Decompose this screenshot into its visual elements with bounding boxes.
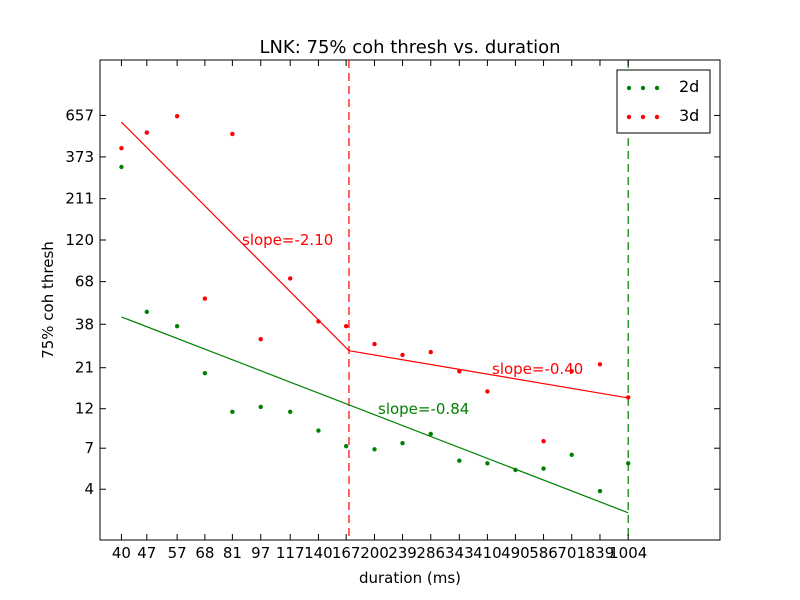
- legend-marker-2d: [654, 85, 660, 91]
- legend: 2d 3d: [616, 69, 711, 134]
- plot-layer: slope=-0.84 slope=-2.10 slope=-0.40: [119, 60, 631, 540]
- data-point-2d: [202, 370, 208, 376]
- data-point-2d: [541, 466, 546, 471]
- data-point-3d: [316, 319, 321, 324]
- data-point-3d: [202, 296, 208, 301]
- plot-area: [99, 59, 721, 541]
- legend-marker-2d: [640, 85, 646, 91]
- y-tick-label: 4: [84, 480, 94, 498]
- x-tick-label: 490: [501, 544, 530, 562]
- x-tick-label: 286: [416, 544, 445, 562]
- x-tick-label: 117: [276, 544, 305, 562]
- legend-marker-3d: [654, 114, 660, 120]
- fit-line-2d: [121, 316, 629, 514]
- data-point-3d: [569, 369, 574, 374]
- legend-box: [616, 69, 711, 134]
- y-tick-label: 21: [75, 359, 94, 377]
- data-point-2d: [119, 164, 124, 170]
- data-point-2d: [569, 452, 574, 457]
- x-axis-label: duration (ms): [359, 569, 461, 587]
- x-tick-label: 239: [388, 544, 417, 562]
- x-tick-label: 81: [223, 544, 242, 562]
- legend-markers: [626, 85, 660, 120]
- legend-marker-3d: [640, 114, 646, 120]
- data-point-2d: [288, 409, 293, 415]
- fit-line-3d: [121, 121, 350, 352]
- x-tick-label: 68: [195, 544, 214, 562]
- data-point-2d: [457, 458, 462, 463]
- data-point-2d: [258, 404, 263, 410]
- data-point-3d: [400, 352, 405, 358]
- data-point-2d: [428, 431, 433, 437]
- data-point-2d: [485, 461, 490, 466]
- x-tick-label: 57: [168, 544, 187, 562]
- x-tick-label: 1004: [609, 544, 647, 562]
- data-point-2d: [174, 324, 180, 329]
- ticks-layer: 40 47 57 68 81 97 117 140 167 200 239 286 343 410 490 5…: [65, 60, 720, 562]
- x-tick-label: 410: [473, 544, 502, 562]
- data-point-3d: [626, 395, 631, 400]
- y-tick-label: 7: [84, 439, 94, 457]
- y-tick-label: 120: [65, 231, 94, 249]
- x-tick-label: 97: [251, 544, 270, 562]
- legend-marker-2d: [626, 85, 632, 91]
- data-point-3d: [144, 130, 150, 135]
- data-point-3d: [174, 114, 180, 119]
- x-tick-label: 167: [332, 544, 361, 562]
- y-tick-label: 657: [65, 106, 94, 124]
- x-tick-label: 343: [445, 544, 474, 562]
- x-tick-label: 701: [557, 544, 586, 562]
- data-point-2d: [372, 447, 377, 452]
- x-tick-label: 47: [137, 544, 156, 562]
- x-tick-label: 839: [586, 544, 615, 562]
- data-point-2d: [144, 309, 150, 315]
- data-point-2d: [343, 443, 349, 449]
- data-point-3d: [119, 146, 124, 151]
- y-tick-label: 68: [75, 273, 94, 291]
- legend-label-3d: 3d: [679, 106, 699, 125]
- legend-label-2d: 2d: [679, 77, 699, 96]
- y-tick-label: 373: [65, 148, 94, 166]
- data-point-3d: [372, 341, 377, 347]
- data-point-3d: [428, 349, 433, 355]
- data-point-3d: [258, 336, 263, 342]
- data-point-2d: [400, 440, 405, 446]
- x-tick-label: 200: [360, 544, 389, 562]
- data-point-3d: [288, 276, 293, 281]
- legend-marker-3d: [626, 114, 632, 120]
- data-point-2d: [597, 488, 603, 494]
- data-point-3d: [230, 131, 235, 137]
- data-point-3d: [597, 362, 603, 367]
- data-point-2d: [513, 467, 518, 473]
- y-tick-label: 38: [75, 315, 94, 333]
- chart-title: LNK: 75% coh thresh vs. duration: [259, 37, 560, 58]
- data-point-3d: [457, 369, 462, 374]
- data-point-2d: [230, 409, 235, 415]
- x-tick-label: 140: [304, 544, 333, 562]
- fit-line-3d: [348, 350, 629, 399]
- data-point-3d: [343, 324, 349, 329]
- y-tick-label: 211: [65, 190, 94, 208]
- slope-label-2d: slope=-0.84: [378, 400, 469, 418]
- data-point-2d: [626, 461, 631, 466]
- slope-label-3d: slope=-2.10: [242, 231, 333, 249]
- x-tick-label: 40: [112, 544, 131, 562]
- data-point-3d: [541, 439, 546, 444]
- data-point-2d: [316, 428, 321, 433]
- data-point-3d: [485, 389, 490, 394]
- x-tick-label: 586: [529, 544, 558, 562]
- y-axis-label: 75% coh thresh: [39, 241, 57, 359]
- y-tick-label: 12: [75, 400, 94, 418]
- slope-label-3d: slope=-0.40: [492, 360, 583, 378]
